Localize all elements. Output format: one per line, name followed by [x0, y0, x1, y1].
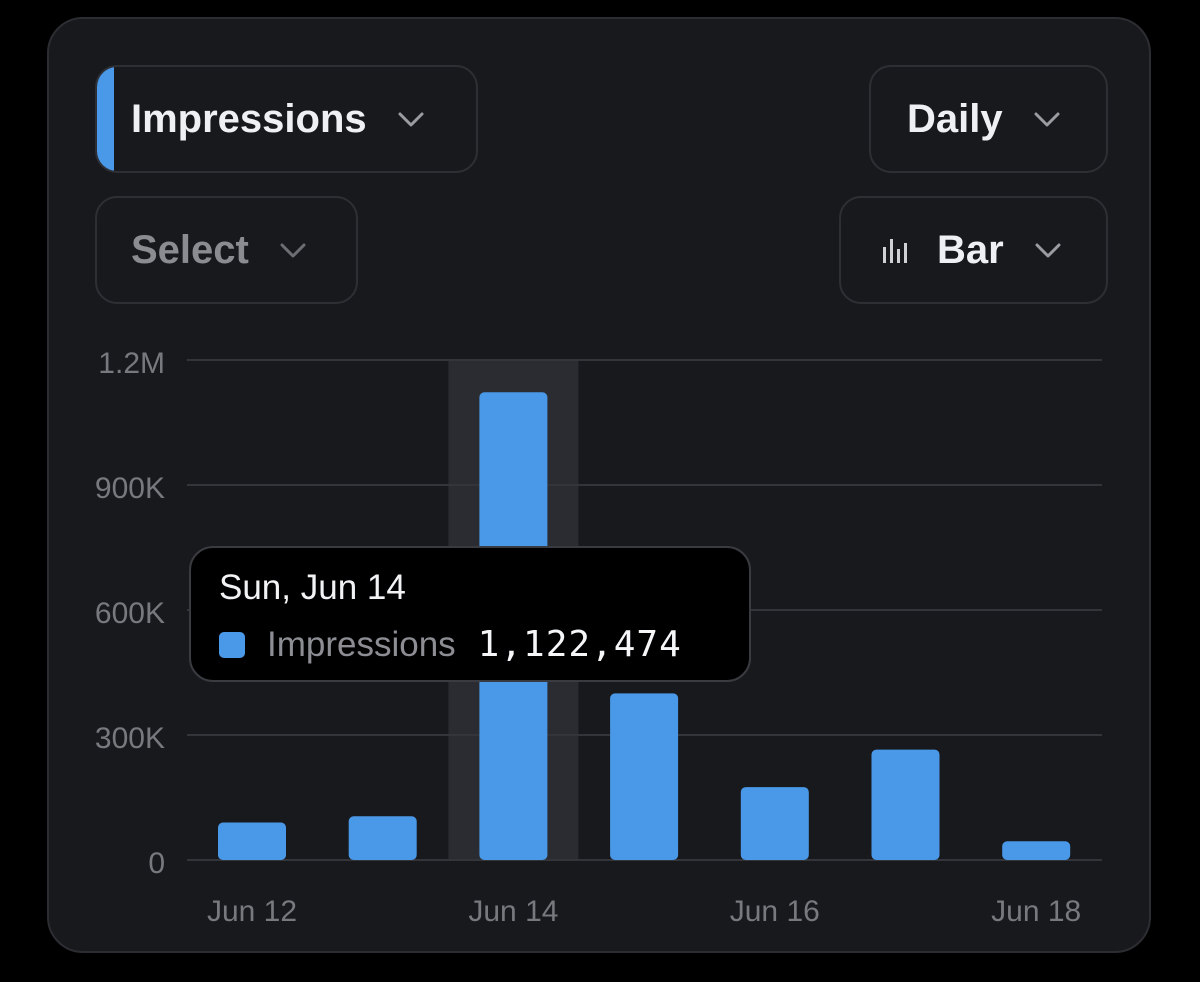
period-dropdown[interactable]: Daily: [869, 65, 1108, 173]
compare-select-dropdown[interactable]: Select: [95, 196, 358, 304]
period-dropdown-label: Daily: [907, 96, 1003, 141]
bar-chart: 0 300K 600K 900K 1.2M Jun 12 Jun 14 Jun 16 Jun 1…: [95, 347, 1102, 928]
tooltip-date: Sun, Jun 14: [219, 568, 406, 607]
chart-card: Impressions Daily Select Bar 0 300K 600K 90…: [47, 17, 1151, 953]
bar-jun-12[interactable]: [218, 822, 286, 861]
x-tick-label: Jun 14: [468, 895, 558, 928]
y-tick-label: 600K: [95, 597, 165, 630]
y-tick-label: 900K: [95, 472, 165, 505]
select-dropdown-label: Select: [131, 227, 249, 272]
chart-type-dropdown[interactable]: Bar: [839, 196, 1108, 304]
chevron-down-icon: [1035, 243, 1061, 258]
chevron-down-icon: [398, 112, 424, 127]
bar-jun-17[interactable]: [871, 749, 940, 860]
bar-jun-15[interactable]: [610, 693, 679, 860]
bar-jun-13[interactable]: [348, 816, 417, 860]
tooltip-series-name: Impressions: [267, 624, 456, 664]
tooltip-value: 1,122,474: [477, 624, 682, 665]
metric-dropdown[interactable]: Impressions: [95, 65, 478, 173]
metric-color-indicator: [97, 67, 114, 171]
y-tick-label: 300K: [95, 722, 165, 755]
y-tick-label: 1.2M: [98, 347, 165, 380]
tooltip-row: Impressions 1,122,474: [219, 624, 721, 665]
x-tick-label: Jun 16: [730, 895, 820, 928]
tooltip-series-swatch: [219, 631, 245, 658]
chevron-down-icon: [1034, 112, 1060, 127]
chart-type-label: Bar: [937, 227, 1004, 272]
bar-jun-16[interactable]: [740, 787, 809, 860]
chevron-down-icon: [280, 243, 306, 258]
chart-tooltip: Sun, Jun 14 Impressions 1,122,474: [189, 546, 751, 682]
x-tick-label: Jun 18: [991, 895, 1081, 928]
metric-dropdown-label: Impressions: [131, 96, 367, 141]
y-tick-label: 0: [148, 847, 165, 880]
bar-jun-18[interactable]: [1002, 841, 1071, 860]
x-tick-label: Jun 12: [207, 895, 297, 928]
bar-chart-icon: [883, 239, 907, 263]
